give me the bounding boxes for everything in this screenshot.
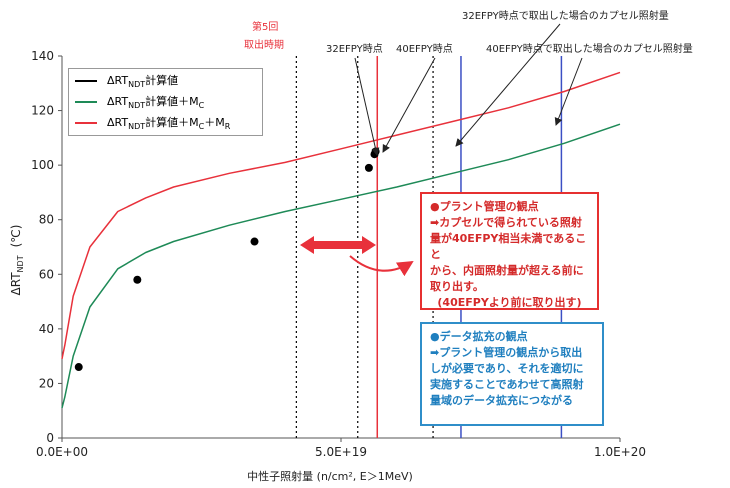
x-axis-label: 中性子照射量 (n/cm², E＞1MeV)	[247, 469, 413, 483]
data-expansion-callout: ●データ拡充の観点 ➡プラント管理の観点から取出 しが必要であり、それを適切に …	[420, 322, 604, 426]
annotation-40efpy-capsule: 40EFPY時点で取出した場合のカプセル照射量	[486, 42, 693, 55]
series-line-2	[61, 71, 621, 360]
y-tick-label: 100	[31, 158, 54, 172]
y-tick-label: 80	[39, 213, 54, 227]
y-tick-label: 140	[31, 49, 54, 63]
plant-management-line-4: 取り出す。	[430, 280, 484, 293]
data-expansion-line-3: 実施することであわせて高照射	[430, 378, 584, 391]
plant-management-line-2: 量が40EFPY相当未満であること	[430, 232, 587, 261]
plant-management-callout: ●プラント管理の観点 ➡カプセルで得られている照射 量が40EFPY相当未満であ…	[420, 192, 599, 310]
annotation-32efpy-capsule: 32EFPY時点で取出した場合のカプセル照射量	[462, 9, 669, 22]
y-axis-label: ΔRTNDT(℃)	[9, 225, 25, 296]
arrow-40efpy	[382, 57, 436, 153]
y-tick-label: 120	[31, 104, 54, 118]
legend-line-green	[75, 101, 97, 103]
fifth-removal-label-line2: 取出時期	[244, 38, 284, 51]
plant-management-line-1: ➡カプセルで得られている照射	[430, 216, 582, 229]
x-tick-label: 1.0E+20	[594, 445, 646, 459]
legend-line-black	[75, 80, 97, 82]
data-expansion-line-2: しが必要であり、それを適切に	[430, 362, 584, 375]
curved-arrow	[349, 255, 414, 277]
plant-management-note: (40EFPYより前に取り出す)	[437, 296, 582, 309]
legend-label-calc: ΔRTNDT計算値	[107, 74, 179, 90]
data-point	[364, 163, 373, 172]
plant-management-title: ●プラント管理の観点	[430, 200, 539, 213]
data-point	[133, 275, 142, 284]
legend-item-calc-mc-mr: ΔRTNDT計算値＋MC＋MR	[75, 115, 231, 132]
data-point	[250, 237, 259, 246]
legend-item-calc: ΔRTNDT計算値	[75, 73, 179, 90]
arrow-40efpy-capsule	[554, 57, 583, 126]
plant-management-line-3: から、内面照射量が超える前に	[430, 264, 584, 277]
annotation-32efpy: 32EFPY時点	[326, 43, 383, 55]
x-tick-label: 5.0E+19	[315, 445, 367, 459]
data-expansion-title: ●データ拡充の観点	[430, 330, 528, 343]
annotation-40efpy: 40EFPY時点	[396, 43, 453, 55]
arrow-32efpy	[354, 57, 380, 156]
x-tick-label: 0.0E+00	[36, 445, 88, 459]
legend-line-red	[75, 122, 97, 124]
series-line-1	[61, 123, 621, 409]
y-tick-label: 60	[39, 267, 54, 281]
range-double-arrow	[300, 236, 376, 254]
y-tick-label: 0	[46, 431, 54, 445]
arrow-32efpy-capsule	[455, 23, 561, 147]
legend-label-calc-mc: ΔRTNDT計算値＋MC	[107, 95, 205, 111]
fifth-removal-label-line1: 第5回	[252, 20, 278, 33]
y-tick-label: 20	[39, 376, 54, 390]
legend-label-calc-mc-mr: ΔRTNDT計算値＋MC＋MR	[107, 116, 231, 132]
legend: ΔRTNDT計算値 ΔRTNDT計算値＋MC ΔRTNDT計算値＋MC＋MR	[68, 68, 263, 136]
data-point	[74, 363, 83, 372]
data-expansion-line-4: 量域のデータ拡充につながる	[430, 394, 573, 407]
y-tick-label: 40	[39, 322, 54, 336]
legend-item-calc-mc: ΔRTNDT計算値＋MC	[75, 94, 205, 111]
data-expansion-line-1: ➡プラント管理の観点から取出	[430, 346, 583, 359]
